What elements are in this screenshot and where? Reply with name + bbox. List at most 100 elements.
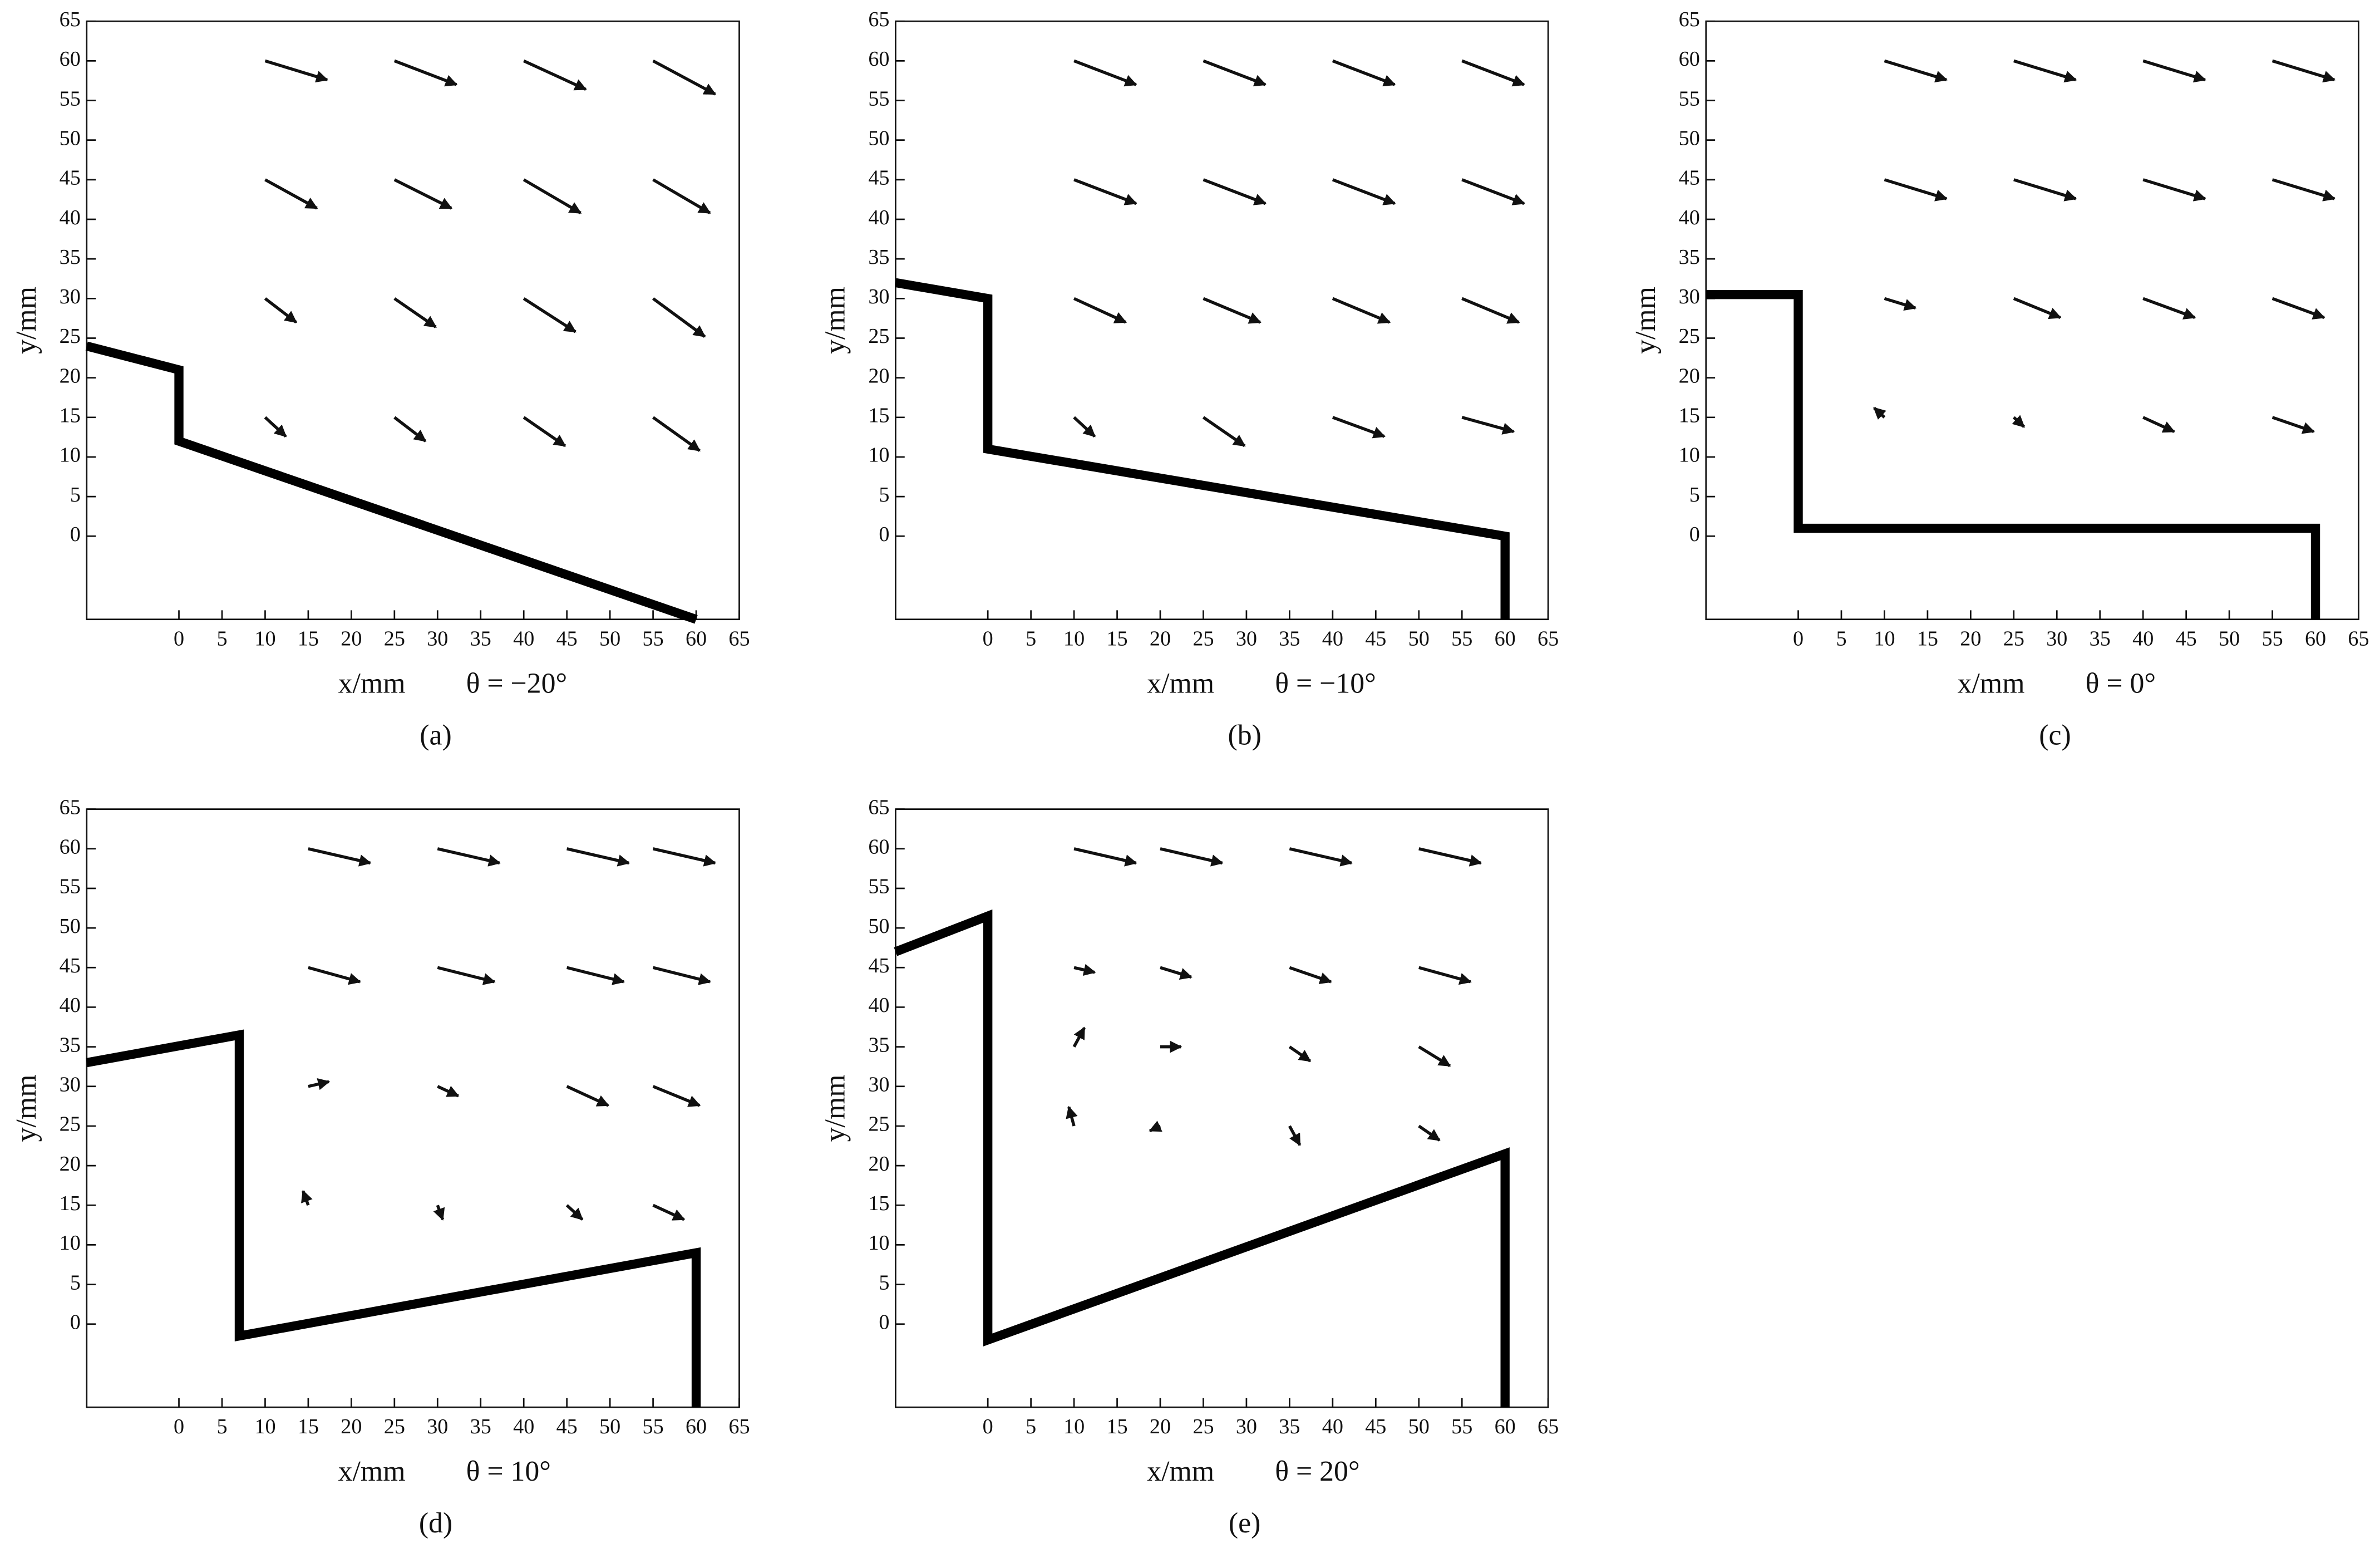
y-tick-label: 35 (1679, 245, 1700, 269)
y-tick-label: 40 (60, 994, 81, 1017)
y-tick-label: 30 (60, 285, 81, 308)
x-tick-label: 0 (1793, 627, 1804, 651)
x-tick-label: 50 (1408, 627, 1430, 651)
x-tick-label: 45 (556, 1415, 578, 1438)
vector-arrow (1203, 59, 1267, 87)
condition-label: θ = 10° (466, 1456, 551, 1487)
x-tick-label: 10 (1063, 1415, 1085, 1438)
y-tick-label: 5 (1689, 483, 1700, 507)
vector-arrow (652, 178, 711, 214)
x-tick-label: 65 (728, 1415, 750, 1438)
vector-arrow (1073, 847, 1137, 867)
y-tick-label: 20 (60, 364, 81, 387)
x-tick-label: 35 (2090, 627, 2111, 651)
x-tick-label: 15 (1106, 627, 1127, 651)
vector-arrow (1418, 966, 1472, 985)
y-tick-label: 60 (1679, 47, 1700, 71)
vector-arrow (1461, 178, 1525, 205)
y-tick-label: 45 (1679, 166, 1700, 190)
vector-arrow (393, 59, 458, 87)
vector-arrow (1073, 59, 1137, 87)
vector-arrow (1289, 966, 1332, 984)
vector-arrow (2142, 416, 2175, 433)
y-tick-label: 25 (868, 1113, 889, 1136)
y-tick-label: 55 (1679, 87, 1700, 110)
y-tick-label: 30 (60, 1073, 81, 1097)
vector-arrow (1884, 178, 1948, 202)
y-tick-label: 0 (879, 1311, 889, 1334)
x-tick-label: 20 (341, 627, 362, 651)
y-tick-label: 10 (868, 444, 889, 467)
vector-arrow (2271, 297, 2325, 320)
vector-arrow (1160, 966, 1193, 980)
vector-arrow (652, 1203, 686, 1221)
y-tick-label: 35 (60, 1033, 81, 1056)
vector-arrow (1288, 1125, 1302, 1147)
wall (894, 909, 1510, 1408)
y-tick-label: 10 (60, 444, 81, 467)
plot-frame (1705, 20, 2359, 621)
y-axis-label: y/mm (1630, 287, 1662, 354)
vector-arrow (433, 1205, 445, 1221)
x-tick-label: 35 (470, 1415, 491, 1438)
x-tick-label: 50 (599, 1415, 620, 1438)
x-tick-label: 30 (427, 627, 448, 651)
x-tick-label: 0 (983, 627, 993, 651)
vector-arrow (1332, 416, 1386, 439)
y-tick-label: 50 (60, 915, 81, 938)
x-axis-label: x/mm (1147, 1456, 1214, 1487)
vector-arrow (1203, 178, 1267, 205)
vector-arrow (2142, 178, 2206, 202)
plot-frame (895, 808, 1549, 1408)
x-tick-label: 30 (1236, 627, 1257, 651)
vector-arrow (1203, 297, 1262, 324)
x-tick-label: 45 (556, 627, 578, 651)
wall (86, 1029, 701, 1408)
vector-arrow (308, 966, 361, 985)
y-tick-label: 5 (70, 1271, 81, 1294)
x-tick-label: 15 (1917, 627, 1938, 651)
x-tick-label: 60 (686, 1415, 707, 1438)
vector-arrow (2013, 178, 2077, 202)
y-tick-label: 45 (868, 166, 889, 190)
y-tick-label: 25 (868, 325, 889, 348)
vector-arrow (1160, 847, 1224, 867)
y-tick-label: 45 (868, 954, 889, 977)
vector-arrow (437, 1085, 460, 1098)
y-tick-label: 20 (868, 364, 889, 387)
x-tick-label: 25 (2003, 627, 2024, 651)
panel-caption: (d) (419, 1507, 452, 1539)
y-tick-label: 0 (1689, 523, 1700, 546)
y-tick-label: 10 (868, 1231, 889, 1255)
vector-arrow (308, 1078, 331, 1090)
x-tick-label: 25 (384, 1415, 405, 1438)
vector-arrow (1066, 1105, 1078, 1127)
vector-arrow (652, 59, 717, 96)
y-tick-label: 65 (60, 8, 81, 31)
vector-arrow (523, 297, 576, 333)
y-tick-label: 25 (1679, 325, 1700, 348)
x-tick-label: 5 (1026, 627, 1036, 651)
x-tick-label: 25 (384, 627, 405, 651)
y-axis-label: y/mm (11, 1074, 42, 1142)
y-tick-label: 15 (868, 1192, 889, 1215)
x-tick-label: 15 (298, 627, 319, 651)
vector-arrow (1072, 1026, 1086, 1048)
vector-arrow (523, 416, 566, 448)
vector-arrow (1073, 416, 1096, 438)
vector-arrow (523, 59, 587, 91)
y-tick-label: 20 (60, 1152, 81, 1176)
x-tick-label: 35 (1279, 627, 1300, 651)
plot-frame (86, 808, 740, 1408)
y-tick-label: 65 (868, 8, 889, 31)
y-tick-label: 25 (60, 325, 81, 348)
vector-arrow (652, 1085, 701, 1107)
x-tick-label: 55 (1451, 1415, 1472, 1438)
x-axis-label: x/mm (1147, 668, 1214, 700)
y-tick-label: 40 (1679, 206, 1700, 229)
x-tick-label: 25 (1193, 1415, 1214, 1438)
plot-frame (86, 20, 740, 621)
x-tick-label: 55 (1451, 627, 1472, 651)
x-tick-label: 65 (2348, 627, 2369, 651)
x-tick-label: 65 (1538, 1415, 1559, 1438)
